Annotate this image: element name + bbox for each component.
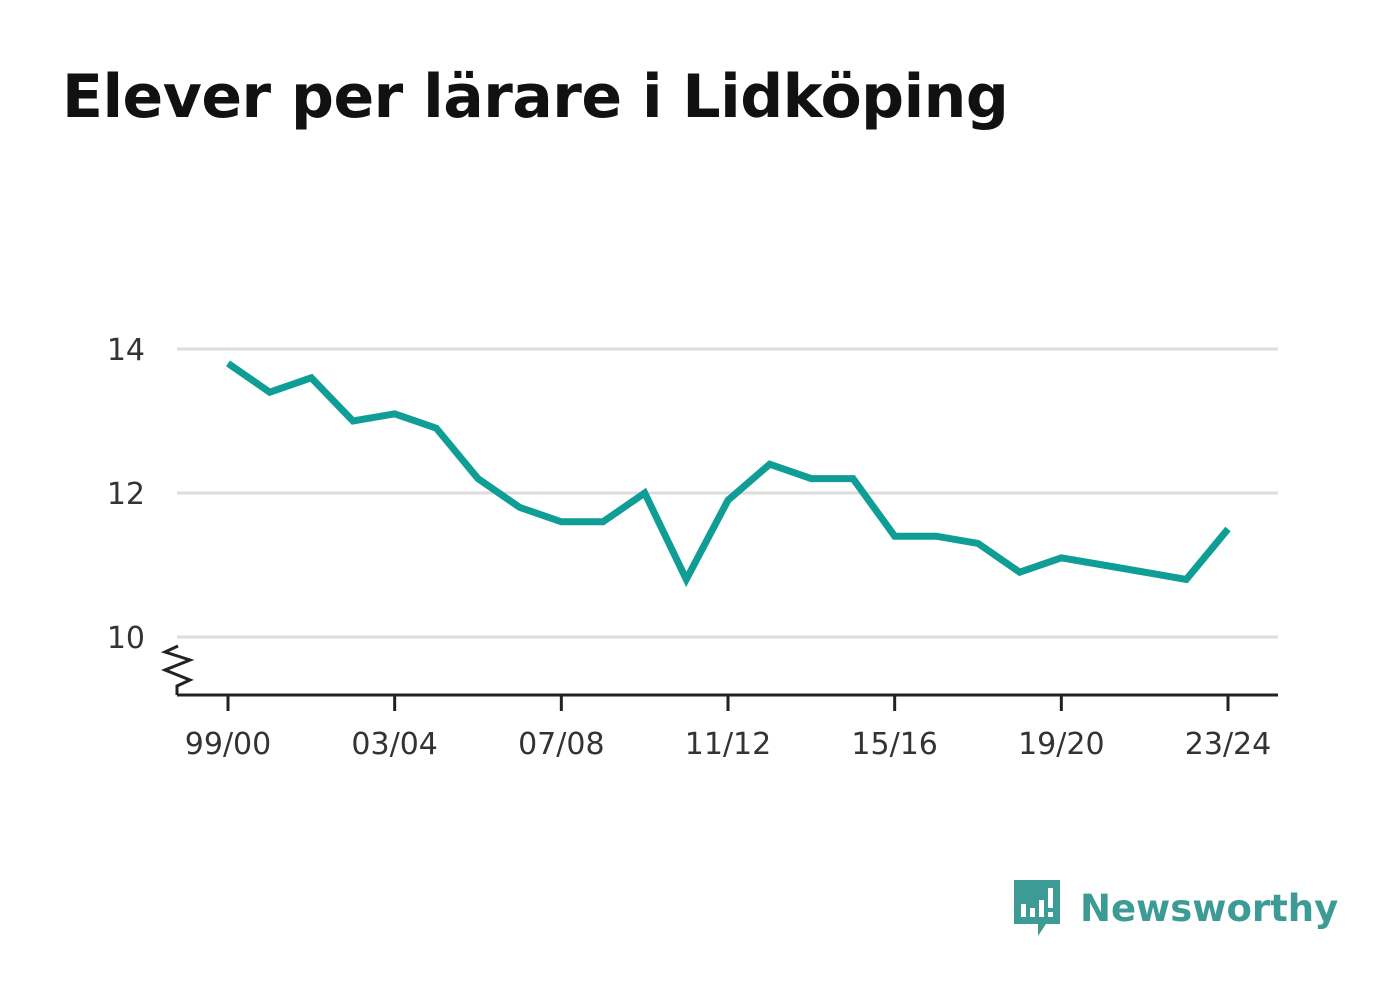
x-tick-label: 03/04	[351, 727, 437, 762]
x-tick-label: 99/00	[185, 727, 271, 762]
brand-logo: Newsworthy	[1012, 878, 1338, 938]
y-axis-break-mark	[160, 644, 195, 695]
x-tick-label: 07/08	[518, 727, 604, 762]
brand-name: Newsworthy	[1080, 886, 1339, 930]
x-axis	[160, 644, 1278, 697]
y-tick-label: 10	[107, 621, 145, 656]
x-tick-label: 15/16	[851, 727, 937, 762]
y-tick-label: 14	[107, 333, 145, 368]
newsworthy-logo-icon	[1014, 880, 1060, 936]
series-group	[226, 360, 1231, 588]
y-tick-label: 12	[107, 477, 145, 512]
x-tick-label: 19/20	[1018, 727, 1104, 762]
x-ticks: 99/00 03/04 07/08 11/12 15/16 19/20 23/24	[185, 695, 1271, 762]
x-tick-label: 23/24	[1185, 727, 1271, 762]
chart-title: Elever per lärare i Lidköping	[62, 62, 1009, 132]
y-tick-labels: 10 12 14	[107, 333, 145, 656]
x-tick-label: 11/12	[685, 727, 771, 762]
gridlines	[177, 347, 1278, 639]
series-line	[226, 360, 1231, 588]
